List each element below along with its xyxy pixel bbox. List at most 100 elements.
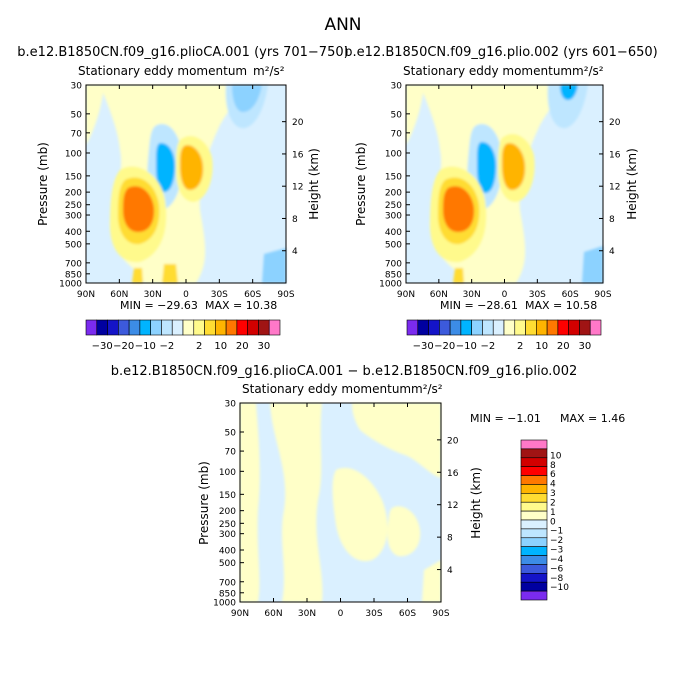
- y-tick-label: 200: [385, 189, 402, 199]
- y-tick-label: 500: [219, 559, 236, 569]
- colorbar-swatch: [520, 448, 548, 459]
- y2-tick-label: 8: [292, 215, 298, 225]
- colorbar-swatch: [520, 466, 548, 476]
- colorbar-swatch: [139, 319, 151, 336]
- diff-zone-positive-2: [270, 403, 323, 602]
- colorbar-swatch: [258, 319, 270, 336]
- y2-tick-label: 4: [609, 247, 615, 257]
- y-tick-label: 50: [71, 110, 83, 120]
- y2-tick-label: 8: [609, 215, 615, 225]
- colorbar-label: 30: [578, 341, 591, 352]
- panel-difference-plot: [239, 402, 442, 603]
- colorbar-swatch: [150, 319, 162, 336]
- colorbar-swatch: [471, 319, 483, 336]
- y2-tick-label: 20: [447, 436, 459, 446]
- left-zone-positive-9: [132, 268, 143, 283]
- diff-zone-positive-6: [422, 560, 441, 602]
- colorbar-swatch: [589, 319, 602, 336]
- colorbar-label: 10: [550, 451, 562, 461]
- colorbar-swatch: [520, 457, 548, 467]
- colorbar-swatch: [492, 319, 505, 336]
- y2-tick-label: 4: [292, 247, 298, 257]
- y-tick-label: 250: [219, 520, 236, 530]
- panel-difference-min: MIN = −1.01: [470, 412, 541, 425]
- y-tick-label: 70: [71, 129, 83, 139]
- x-tick-label: 30S: [211, 290, 228, 300]
- colorbar-swatch: [520, 519, 548, 530]
- colorbar-swatch: [536, 319, 548, 336]
- colorbar-label: 8: [550, 461, 556, 471]
- panel-left-colorbar: −30 −20 −10 −2 2 10 20 30: [85, 319, 281, 352]
- right-zone-negative-4: [477, 141, 497, 193]
- colorbar-label: −1: [550, 527, 563, 537]
- panel-right: b.e12.B1850CN.f09_g16.plio.002 (yrs 601−…: [344, 45, 657, 352]
- x-tick-label: 90N: [231, 609, 249, 619]
- colorbar-swatch: [520, 573, 548, 583]
- colorbar-swatch: [439, 319, 451, 336]
- y-tick-label: 250: [385, 201, 402, 211]
- x-tick-label: 30S: [529, 290, 546, 300]
- colorbar-swatch: [520, 475, 548, 485]
- colorbar-label: 0: [550, 517, 556, 527]
- y-tick-label: 150: [385, 172, 402, 182]
- y2-tick-label: 8: [447, 534, 453, 544]
- y-tick-label: 250: [65, 201, 82, 211]
- colorbar-swatch: [514, 319, 526, 336]
- colorbar-swatch: [520, 590, 548, 601]
- y-tick-label: 100: [65, 149, 82, 159]
- y-tick-label: 850: [385, 270, 402, 280]
- colorbar-swatch: [520, 501, 548, 512]
- colorbar-swatch: [546, 319, 559, 336]
- y-tick-label: 850: [219, 589, 236, 599]
- x-tick-label: 60N: [264, 609, 282, 619]
- x-tick-label: 90N: [77, 290, 95, 300]
- panel-difference: b.e12.B1850CN.f09_g16.plioCA.001 − b.e12…: [111, 364, 626, 619]
- y-tick-label: 30: [71, 82, 83, 92]
- x-tick-label: 60S: [244, 290, 261, 300]
- panel-left-units: m²/s²: [253, 64, 285, 78]
- panel-right-plot: [405, 84, 604, 284]
- x-tick-label: 0: [338, 609, 344, 619]
- colorbar-swatch: [107, 319, 119, 336]
- panel-left-subtitle: Stationary eddy momentum: [78, 64, 247, 78]
- y-tick-label: 400: [219, 546, 236, 556]
- colorbar-swatch: [520, 555, 548, 565]
- colorbar-swatch: [520, 537, 548, 547]
- y-tick-label: 30: [391, 82, 403, 92]
- panel-left: b.e12.B1850CN.f09_g16.plioCA.001 (yrs 70…: [17, 45, 348, 352]
- colorbar-label: −10: [135, 341, 156, 352]
- x-tick-label: 60N: [430, 290, 448, 300]
- panel-right-ticks: 90N 60N 30N 0 30S 60S 90S 30 50 70 100 150 200 250300…: [379, 82, 621, 301]
- x-tick-label: 90S: [432, 609, 449, 619]
- panel-right-ylabel: Pressure (mb): [354, 142, 368, 226]
- y2-tick-label: 4: [447, 566, 453, 576]
- colorbar-swatch: [520, 484, 548, 494]
- colorbar-label: 2: [517, 341, 523, 352]
- colorbar-label: −3: [550, 546, 563, 556]
- left-zone-negative-4: [156, 142, 176, 192]
- colorbar-swatch: [417, 319, 429, 336]
- y-tick-label: 100: [219, 468, 236, 478]
- y-tick-label: 500: [65, 240, 82, 250]
- y-tick-label: 70: [391, 129, 403, 139]
- colorbar-label: 30: [257, 341, 270, 352]
- panel-difference-y2label: Height (km): [469, 467, 483, 538]
- panel-left-ylabel: Pressure (mb): [36, 142, 50, 226]
- colorbar-swatch: [520, 510, 548, 521]
- colorbar-label: 10: [535, 341, 548, 352]
- left-zone-negative-2: [232, 85, 262, 112]
- colorbar-swatch: [520, 528, 548, 539]
- colorbar-swatch: [193, 319, 205, 336]
- y2-tick-label: 16: [609, 150, 621, 160]
- panel-left-ticks: 90N 60N 30N 0 30S 60S 90S 30 50 70 100 150 200 250300…: [59, 82, 304, 301]
- x-tick-label: 0: [502, 290, 508, 300]
- colorbar-swatch: [520, 581, 548, 592]
- left-zone-negative-5: [262, 248, 286, 283]
- colorbar-swatch: [225, 319, 238, 336]
- y-tick-label: 400: [65, 228, 82, 238]
- colorbar-label: 3: [550, 489, 556, 499]
- diff-zone-positive-1: [240, 403, 260, 602]
- panel-left-title: b.e12.B1850CN.f09_g16.plioCA.001 (yrs 70…: [17, 45, 348, 60]
- colorbar-swatch: [204, 319, 216, 336]
